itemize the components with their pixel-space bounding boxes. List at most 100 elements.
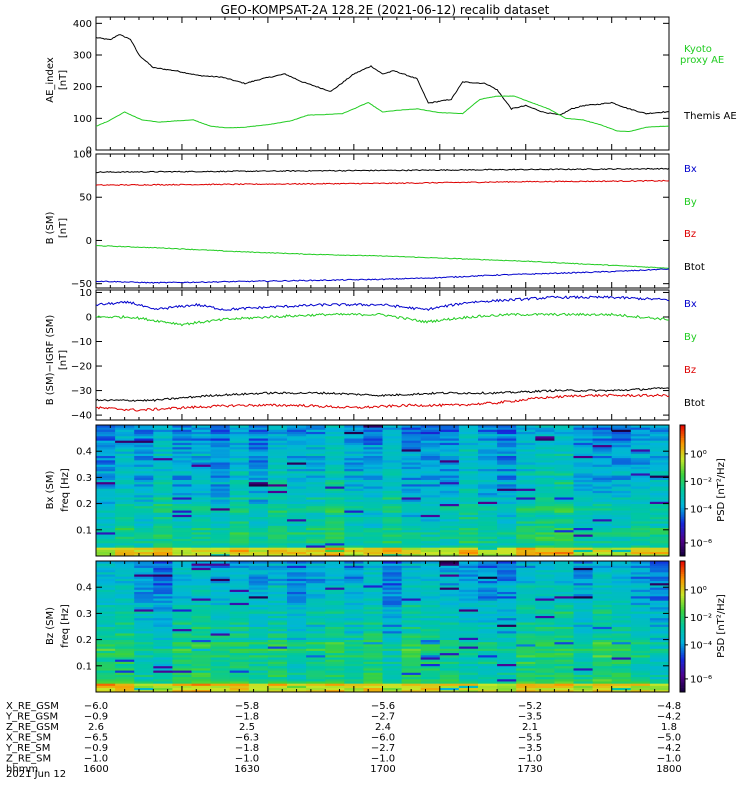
spectrogram-cell (630, 442, 651, 446)
spectrogram-cell (267, 551, 288, 555)
spectrogram-cell (439, 501, 460, 504)
spectrogram-cell (115, 481, 135, 485)
spectrogram-cell (191, 587, 211, 590)
spectrogram-cell (229, 674, 250, 678)
spectrogram-cell (96, 440, 116, 443)
spectrogram-cell (229, 604, 250, 608)
spectrogram-cell (611, 521, 632, 524)
spectrogram-cell (210, 676, 231, 680)
spectrogram-cell (573, 672, 593, 675)
spectrogram-cell (592, 542, 613, 546)
spectrogram-cell (497, 585, 517, 588)
spectrogram-cell (535, 611, 555, 614)
spectrogram-cell (115, 571, 135, 575)
spectrogram-cell (420, 499, 441, 502)
spectrogram-cell (363, 425, 383, 428)
spectrogram-cell (573, 681, 593, 684)
spectrogram-cell (229, 431, 250, 435)
spectrogram-cell (535, 431, 555, 435)
spectrogram-cell (497, 435, 517, 439)
spectrogram-cell (96, 470, 116, 474)
spectrogram-cell (611, 589, 632, 592)
spectrogram-cell (611, 490, 632, 494)
spectrogram-cell (344, 609, 364, 612)
spectrogram-cell (96, 681, 116, 684)
colorbar-segment (680, 442, 685, 445)
spectrogram-cell (497, 438, 517, 441)
spectrogram-cell (344, 672, 364, 675)
spectrogram-cell (497, 490, 517, 494)
spectrogram-cell (497, 466, 517, 470)
spectrogram-cell (115, 606, 135, 610)
spectrogram-cell (592, 659, 613, 662)
spectrogram-cell (134, 457, 154, 461)
spectrogram-cell (306, 545, 326, 548)
spectrogram-cell (248, 628, 269, 632)
colorbar-tick-label: 10⁻² (690, 477, 712, 488)
spectrogram-cell (535, 600, 555, 603)
spectrogram-cell (153, 516, 173, 520)
spectrogram-cell (592, 525, 613, 529)
spectrogram-cell (248, 589, 269, 592)
spectrogram-cell (401, 521, 422, 524)
spectrogram-cell (458, 459, 479, 463)
spectrogram-cell (439, 427, 460, 430)
spectrogram-cell (325, 547, 345, 550)
spectrogram-cell (535, 567, 555, 571)
series-line-bz (95, 393, 670, 412)
spectrogram-cell (382, 674, 402, 678)
spectrogram-cell (96, 650, 116, 654)
spectrogram-cell (96, 486, 116, 489)
spectrogram-cell (611, 565, 632, 568)
spectrogram-cell (439, 563, 460, 566)
spectrogram-cell (267, 571, 288, 575)
colorbar-segment (680, 609, 685, 612)
spectrogram-cell (267, 497, 288, 500)
spectrogram-cell (611, 624, 632, 627)
spectrogram-cell (630, 598, 651, 601)
spectrogram-cell (115, 663, 135, 667)
spectrogram-cell (401, 628, 422, 632)
spectrogram-cell (420, 492, 441, 496)
spectrogram-cell (458, 617, 479, 621)
spectrogram-cell (420, 455, 441, 459)
spectrogram-cell (611, 670, 632, 673)
spectrogram-cell (554, 589, 574, 592)
spectrogram-cell (630, 676, 651, 680)
spectrogram-cell (420, 470, 441, 474)
spectrogram-cell (306, 639, 326, 643)
spectrogram-cell (382, 595, 402, 599)
spectrogram-cell (478, 609, 498, 612)
spectrogram-cell (325, 624, 345, 627)
spectrogram-cell (401, 438, 422, 441)
spectrogram-cell (401, 451, 422, 454)
spectrogram-cell (573, 633, 593, 636)
spectrogram-cell (420, 582, 441, 586)
spectrogram-cell (401, 593, 422, 597)
spectrogram-cell (267, 587, 288, 590)
spectrogram-cell (115, 429, 135, 432)
spectrogram-cell (592, 475, 613, 478)
spectrogram-cell (573, 486, 593, 489)
spectrogram-cell (554, 475, 574, 478)
spectrogram-cell (96, 593, 116, 597)
spectrogram-cell (592, 499, 613, 502)
spectrogram-cell (153, 574, 173, 577)
spectrogram-cell (153, 429, 173, 432)
spectrogram-cell (172, 580, 192, 584)
spectrogram-cell (363, 449, 383, 452)
spectrogram-cell (96, 561, 116, 564)
spectrogram-cell (439, 488, 460, 491)
spectrogram-cell (420, 683, 441, 686)
spectrogram-cell (458, 591, 479, 595)
spectrogram-cell (325, 486, 345, 489)
spectrogram-cell (134, 643, 154, 647)
spectrogram-cell (382, 536, 402, 539)
spectrogram-cell (248, 561, 269, 564)
spectrogram-cell (325, 689, 345, 693)
spectrogram-cell (248, 438, 269, 441)
spectrogram-cell (210, 490, 231, 494)
spectrogram-cell (248, 497, 269, 500)
spectrogram-cell (134, 427, 154, 430)
